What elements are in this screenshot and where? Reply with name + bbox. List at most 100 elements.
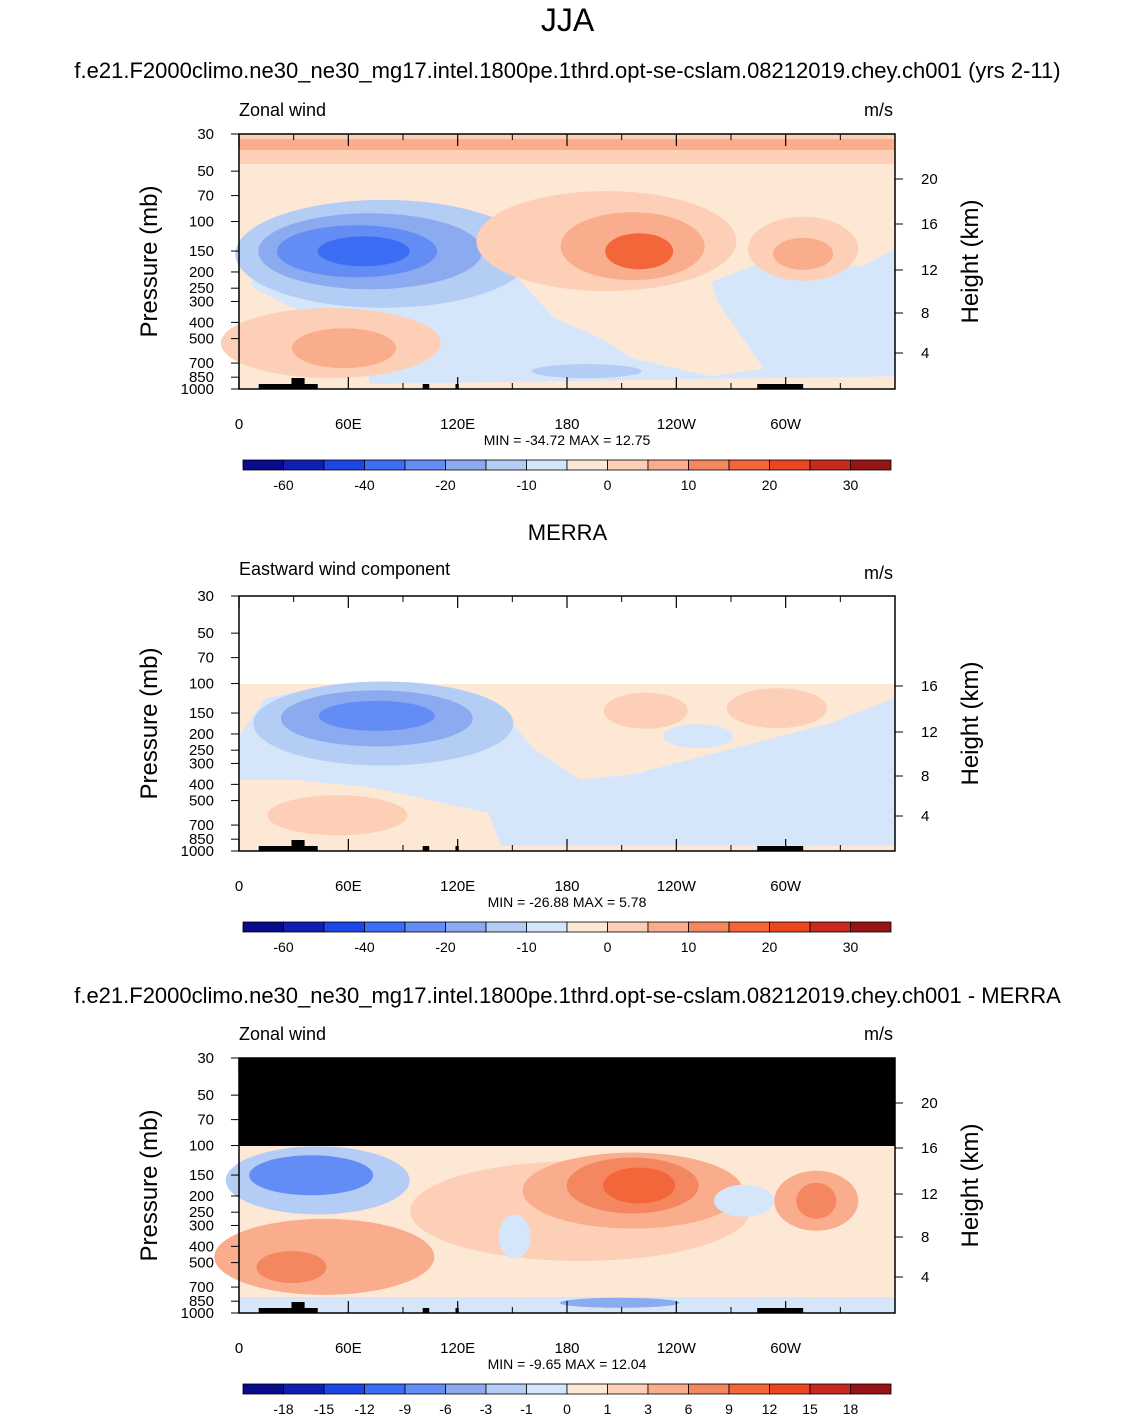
terrain-mask xyxy=(258,384,318,389)
colorbar-swatch xyxy=(809,459,851,471)
colorbar-swatch xyxy=(688,921,730,933)
min-max-stats: MIN = -34.72 MAX = 12.75 xyxy=(484,432,651,448)
colorbar-label: 10 xyxy=(681,939,697,955)
right-tick-label: 4 xyxy=(921,1269,929,1286)
colorbar-swatch xyxy=(242,921,284,933)
colorbar-swatch xyxy=(364,921,406,933)
colorbar-label: 15 xyxy=(802,1401,818,1417)
y-axis-label: Pressure (mb) xyxy=(136,1109,163,1261)
x-tick-label: 60E xyxy=(335,878,362,895)
right-tick-label: 8 xyxy=(921,768,929,785)
x-tick-label: 60E xyxy=(335,1340,362,1357)
panel-1-title: f.e21.F2000climo.ne30_ne30_mg17.intel.18… xyxy=(74,58,1061,83)
colorbar: -60 -40 -20 -10 0 10 20 30 xyxy=(242,921,892,955)
positive-diff-core xyxy=(603,1167,676,1204)
colorbar-swatch xyxy=(769,921,811,933)
x-tick-label: 120W xyxy=(657,416,697,433)
x-tick-label: 60W xyxy=(770,1340,802,1357)
y-tick-label: 500 xyxy=(189,1255,214,1272)
colorbar-label: 6 xyxy=(685,1401,693,1417)
easterly-jet-core xyxy=(317,236,410,267)
right-tick-label: 4 xyxy=(921,345,929,362)
colorbar-swatch xyxy=(647,459,689,471)
colorbar-swatch xyxy=(364,459,406,471)
colorbar-swatch xyxy=(850,921,892,933)
terrain-mask xyxy=(258,1308,318,1313)
colorbar-swatch xyxy=(566,459,608,471)
colorbar-swatch xyxy=(647,1383,689,1395)
min-max-stats: MIN = -9.65 MAX = 12.04 xyxy=(488,1356,647,1372)
x-tick-label: 0 xyxy=(235,416,243,433)
colorbar-label: -10 xyxy=(516,477,536,493)
x-tick-label: 120E xyxy=(440,1340,475,1357)
colorbar-swatch xyxy=(485,459,527,471)
colorbar-swatch xyxy=(809,1383,851,1395)
negative-diff-surface-core xyxy=(559,1297,680,1308)
colorbar-label: 1 xyxy=(604,1401,612,1417)
colorbar-swatch xyxy=(445,1383,487,1395)
units-label: m/s xyxy=(864,1024,893,1044)
x-tick-label: 120E xyxy=(440,416,475,433)
y-tick-label: 200 xyxy=(189,264,214,281)
colorbar-swatch xyxy=(242,459,284,471)
x-tick-label: 120W xyxy=(657,878,697,895)
y-tick-label: 70 xyxy=(197,188,214,205)
colorbar-swatch xyxy=(728,459,770,471)
field-label: Eastward wind component xyxy=(239,559,450,579)
right-tick-label: 16 xyxy=(921,216,938,233)
colorbar-label: 18 xyxy=(843,1401,859,1417)
colorbar-label: -12 xyxy=(354,1401,374,1417)
colorbar-swatch xyxy=(485,921,527,933)
colorbar-swatch xyxy=(526,921,568,933)
y-tick-label: 50 xyxy=(197,625,214,642)
terrain-mask xyxy=(291,378,305,389)
right-tick-label: 4 xyxy=(921,808,929,825)
y-tick-label: 300 xyxy=(189,293,214,310)
y-tick-label: 50 xyxy=(197,163,214,180)
colorbar-label: -60 xyxy=(273,939,293,955)
right-tick-label: 16 xyxy=(921,1140,938,1157)
terrain-mask xyxy=(422,384,430,389)
colorbar-label: 20 xyxy=(762,477,778,493)
right-axis-label: Height (km) xyxy=(957,661,984,785)
terrain-mask xyxy=(258,846,318,851)
monsoon-westerly-core xyxy=(291,328,396,369)
colorbar-label: 9 xyxy=(725,1401,733,1417)
y-tick-label: 400 xyxy=(189,314,214,331)
x-tick-label: 0 xyxy=(235,1340,243,1357)
y-tick-label: 1000 xyxy=(181,381,214,398)
colorbar-swatch xyxy=(445,921,487,933)
min-max-stats: MIN = -26.88 MAX = 5.78 xyxy=(488,894,647,910)
colorbar: -18 -15 -12 -9 -6 -3 -1 0 1 3 6 9 12 15 18 xyxy=(242,1383,892,1417)
y-tick-label: 1000 xyxy=(181,843,214,860)
westerly-jet-core xyxy=(605,233,674,270)
colorbar-swatch xyxy=(850,459,892,471)
y-tick-label: 100 xyxy=(189,214,214,231)
colorbar-label: 30 xyxy=(843,939,859,955)
y-tick-label: 50 xyxy=(197,1087,214,1104)
colorbar-swatch xyxy=(566,1383,608,1395)
colorbar-label: -10 xyxy=(516,939,536,955)
right-axis-label: Height (km) xyxy=(957,199,984,323)
colorbar-swatch xyxy=(242,1383,284,1395)
contour-field xyxy=(214,1058,895,1313)
x-tick-label: 180 xyxy=(554,878,579,895)
westerly-jet-2-core xyxy=(773,237,834,270)
colorbar-label: 12 xyxy=(762,1401,778,1417)
right-tick-label: 20 xyxy=(921,171,938,188)
y-tick-label: 150 xyxy=(189,705,214,722)
right-tick-label: 8 xyxy=(921,1229,929,1246)
y-tick-label: 700 xyxy=(189,1279,214,1296)
panel-3: Zonal wind m/s305070100150200250300400500… xyxy=(136,1024,984,1417)
positive-diff-east-core xyxy=(796,1182,837,1219)
y-tick-label: 300 xyxy=(189,755,214,772)
colorbar: -60 -40 -20 -10 0 10 20 30 xyxy=(242,459,892,493)
negative-diff-patch-2 xyxy=(498,1214,531,1259)
colorbar-swatch xyxy=(283,921,325,933)
panel-3-title: f.e21.F2000climo.ne30_ne30_mg17.intel.18… xyxy=(74,983,1061,1008)
x-tick-label: 0 xyxy=(235,878,243,895)
right-tick-label: 12 xyxy=(921,1186,938,1203)
y-tick-label: 400 xyxy=(189,776,214,793)
colorbar-swatch xyxy=(607,921,649,933)
